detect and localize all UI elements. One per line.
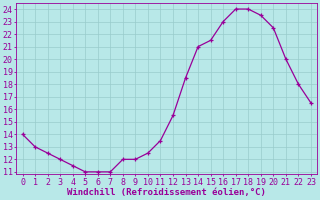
X-axis label: Windchill (Refroidissement éolien,°C): Windchill (Refroidissement éolien,°C) <box>67 188 266 197</box>
